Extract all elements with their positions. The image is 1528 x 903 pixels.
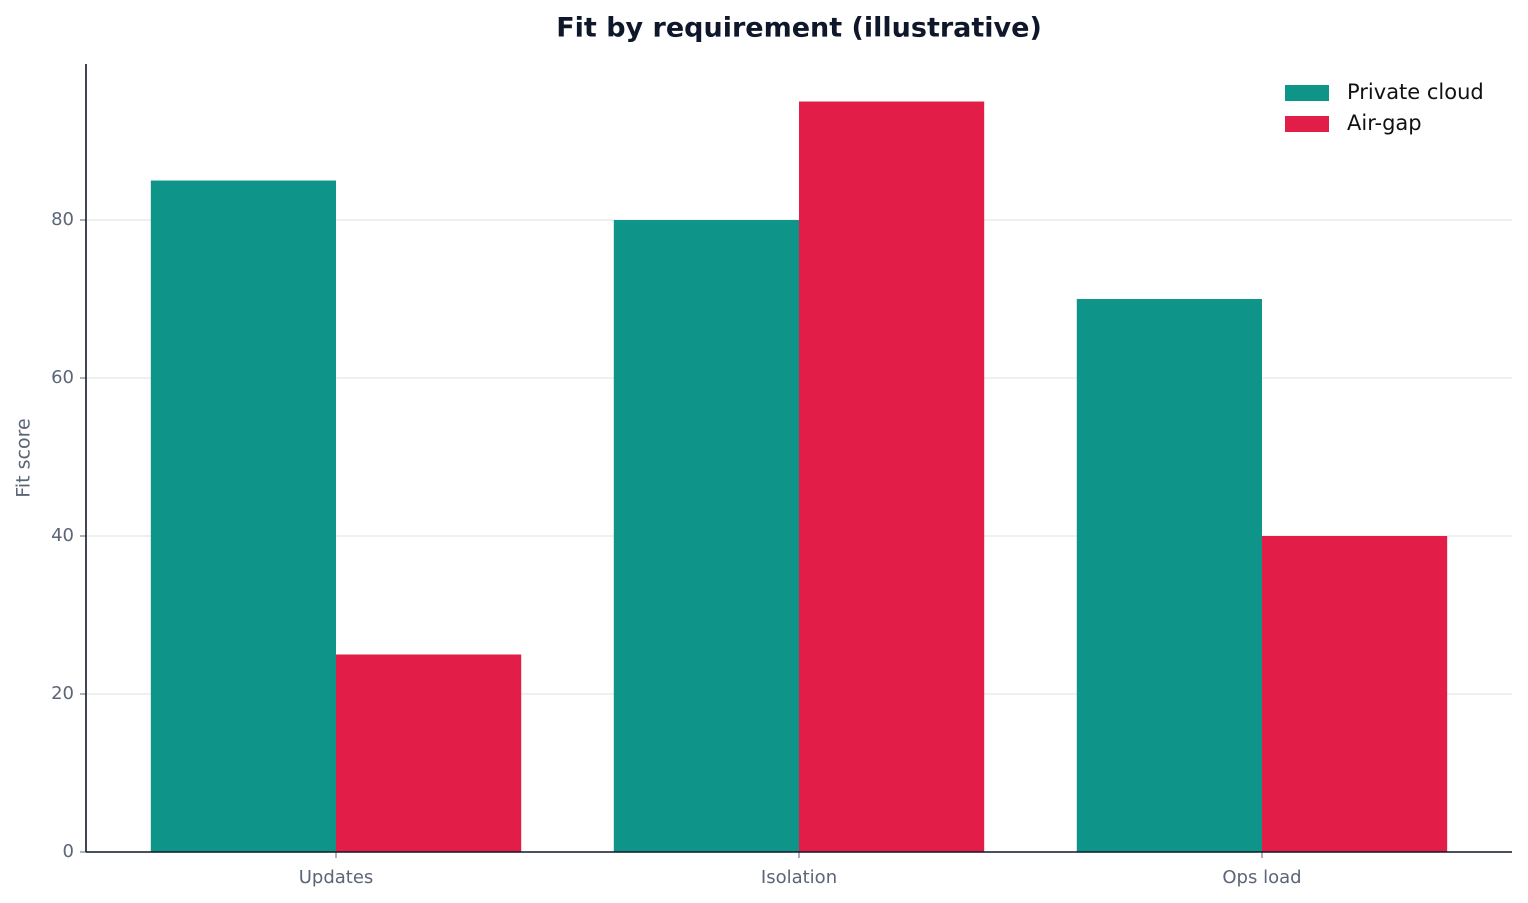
legend-swatch: [1285, 116, 1329, 132]
bar: [1076, 299, 1262, 852]
legend-swatch: [1285, 85, 1329, 101]
bar: [150, 180, 337, 852]
x-tick-label: Updates: [299, 867, 374, 888]
x-tick-label: Isolation: [761, 867, 837, 888]
legend-label: Air-gap: [1347, 111, 1422, 135]
bar: [613, 220, 799, 853]
chart-title: Fit by requirement (illustrative): [556, 13, 1042, 44]
y-tick-label: 60: [51, 367, 74, 388]
legend-label: Private cloud: [1347, 80, 1484, 104]
bar: [799, 101, 985, 853]
y-axis-label: Fit score: [13, 418, 35, 497]
y-tick-label: 20: [51, 683, 74, 704]
bar: [1261, 536, 1448, 852]
bar: [336, 654, 522, 852]
y-tick-label: 40: [51, 525, 74, 546]
y-tick-label: 80: [51, 209, 74, 230]
x-tick-label: Ops load: [1222, 867, 1301, 888]
y-tick-label: 0: [63, 841, 74, 862]
